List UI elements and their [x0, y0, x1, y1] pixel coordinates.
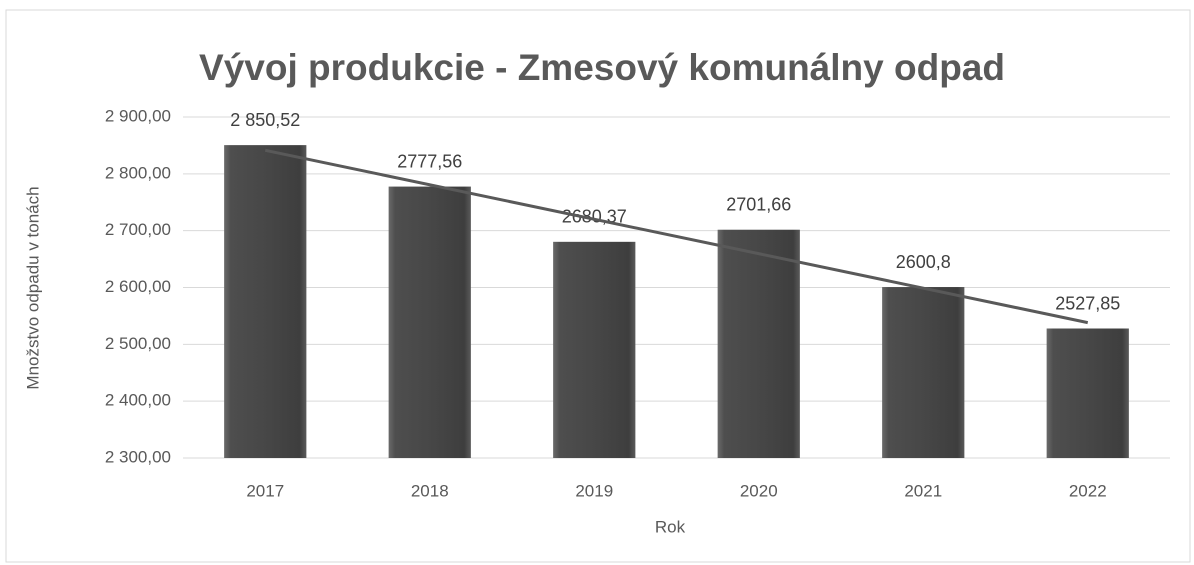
data-label: 2527,85 [1055, 293, 1120, 313]
y-tick-label: 2 900,00 [105, 106, 171, 125]
x-axis-title: Rok [655, 517, 686, 536]
x-tick-label: 2017 [246, 481, 284, 500]
x-tick-label: 2018 [411, 481, 449, 500]
bar [1046, 328, 1129, 458]
y-tick-label: 2 500,00 [105, 334, 171, 353]
bar [717, 229, 800, 458]
x-tick-label: 2021 [904, 481, 942, 500]
bar [224, 145, 307, 458]
y-tick-label: 2 300,00 [105, 447, 171, 466]
chart-title: Vývoj produkcie - Zmesový komunálny odpa… [199, 47, 1005, 88]
x-tick-label: 2020 [740, 481, 778, 500]
data-label: 2777,56 [397, 151, 462, 171]
y-tick-label: 2 400,00 [105, 391, 171, 410]
bar [553, 241, 636, 458]
data-label: 2 850,52 [230, 110, 300, 130]
bar [882, 287, 965, 458]
y-tick-label: 2 600,00 [105, 277, 171, 296]
y-tick-label: 2 700,00 [105, 220, 171, 239]
data-label: 2701,66 [726, 194, 791, 214]
x-tick-label: 2019 [575, 481, 613, 500]
x-tick-label: 2022 [1069, 481, 1107, 500]
bar [388, 186, 471, 458]
y-axis-title: Množstvo odpadu v tonách [23, 186, 42, 389]
trendline [264, 148, 1089, 325]
data-label: 2600,8 [896, 252, 951, 272]
y-tick-label: 2 800,00 [105, 163, 171, 182]
